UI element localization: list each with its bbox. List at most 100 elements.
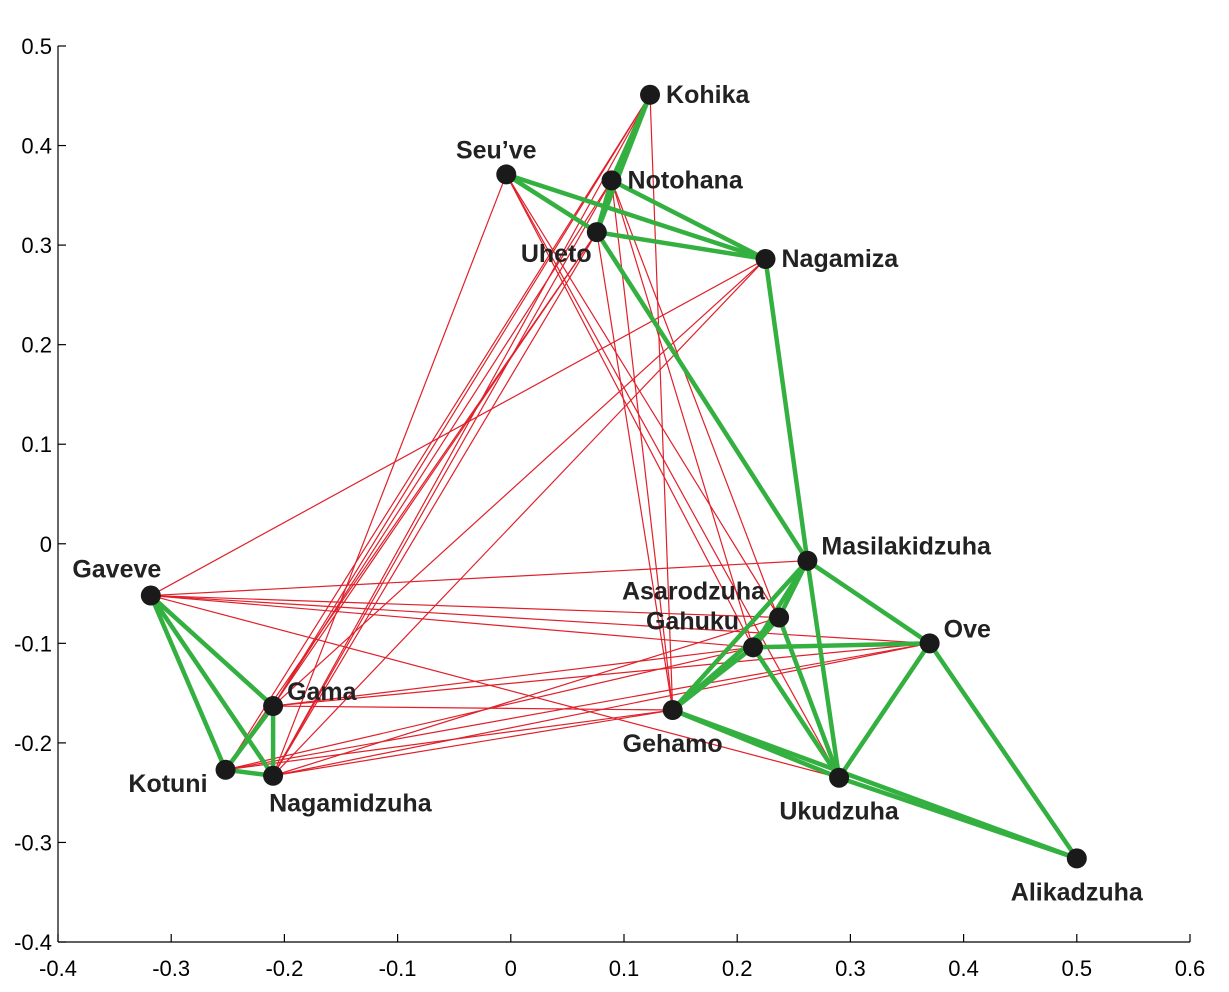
node-seu-ve — [496, 164, 517, 185]
x-tick-label: 0.4 — [948, 956, 979, 981]
positive-edge-gaveve-nagamidzuha — [148, 593, 276, 778]
y-tick-label: 0.3 — [21, 233, 52, 258]
node-label-masilakidzuha: Masilakidzuha — [821, 533, 992, 561]
x-tick-label: 0 — [505, 956, 517, 981]
x-tick-label: 0.5 — [1062, 956, 1093, 981]
positive-edge-nagamiza-masilakidzuha — [763, 256, 810, 563]
y-tick-label: -0.2 — [14, 731, 52, 756]
negative-edge-kohika-nagamidzuha — [272, 94, 651, 777]
negative-edge-gaveve-asarodzuha — [150, 594, 780, 619]
node-nagamiza — [755, 249, 776, 270]
node-kotuni — [215, 759, 236, 780]
node-notohana — [601, 170, 622, 191]
positive-edge-masilakidzuha-ove — [805, 558, 932, 646]
node-label-uheto: Uheto — [521, 240, 592, 268]
node-label-ukudzuha: Ukudzuha — [779, 798, 900, 826]
negative-edge-nagamiza-gaveve — [150, 258, 766, 597]
node-label-kohika: Kohika — [666, 81, 750, 109]
negative-edge-notohana-nagamidzuha — [272, 180, 613, 777]
node-label-kotuni: Kotuni — [128, 770, 207, 798]
y-tick-label: -0.1 — [14, 631, 52, 656]
positive-edge-gaveve-kotuni — [148, 593, 228, 773]
negative-edge-seu-ve-asarodzuha — [505, 174, 780, 618]
positive-edge-seu-ve-uheto — [504, 172, 600, 235]
node-ove — [919, 633, 940, 654]
y-tick-label: 0.4 — [21, 134, 52, 159]
node-label-alikadzuha: Alikadzuha — [1011, 878, 1144, 906]
y-tick-label: -0.4 — [14, 930, 52, 955]
negative-edge-seu-ve-nagamidzuha — [272, 174, 507, 776]
negative-edge-nagamiza-gama — [272, 258, 766, 707]
nodes-layer — [140, 84, 1087, 869]
negative-edge-nagamidzuha-gehamo — [272, 709, 673, 777]
x-tick-label: -0.3 — [152, 956, 190, 981]
negative-edge-gaveve-ove — [150, 594, 930, 644]
node-label-ove: Ove — [944, 615, 991, 643]
node-asarodzuha — [769, 607, 790, 628]
negative-edge-kohika-kotuni — [225, 94, 651, 771]
node-label-gahuku: Gahuku — [646, 607, 739, 635]
y-tick-label: -0.3 — [14, 830, 52, 855]
positive-edge-uheto-masilakidzuha — [594, 229, 810, 563]
node-ukudzuha — [829, 767, 850, 788]
negative-edge-gama-gahuku — [273, 646, 754, 707]
node-label-nagamiza: Nagamiza — [782, 245, 900, 273]
negative-edge-gama-ove — [273, 642, 930, 707]
node-label-seu-ve: Seu’ve — [456, 136, 537, 164]
node-labels-layer: Kohika Notohana Seu’ve Uheto Nagamiza Masilak… — [72, 81, 1144, 907]
y-ticks-layer: 0.5 0.4 0.3 0.2 0.1 0 -0.1 -0.2 -0.3 -0.4 — [14, 34, 66, 955]
node-gaveve — [140, 585, 161, 606]
positive-edge-asarodzuha-ukudzuha — [776, 615, 842, 780]
negative-edge-gama-gehamo — [273, 705, 673, 711]
negative-edge-nagamidzuha-ove — [272, 642, 930, 777]
node-label-notohana: Notohana — [628, 166, 744, 194]
positive-edge-seu-ve-nagamiza — [504, 172, 768, 262]
y-tick-label: 0 — [40, 532, 52, 557]
negative-edges-layer — [150, 94, 1078, 859]
negative-edge-seu-ve-ukudzuha — [505, 174, 840, 779]
positive-edge-ove-alikadzuha — [927, 641, 1080, 861]
x-tick-label: 0.6 — [1175, 956, 1206, 981]
positive-edge-gahuku-ove — [750, 641, 932, 650]
node-nagamidzuha — [263, 765, 284, 786]
negative-edge-gaveve-masilakidzuha — [150, 560, 808, 597]
node-label-asarodzuha: Asarodzuha — [622, 577, 766, 605]
node-label-gehamo: Gehamo — [623, 730, 723, 758]
positive-edge-gaveve-gama — [148, 593, 276, 709]
negative-edge-nagamidzuha-asarodzuha — [272, 616, 780, 777]
positive-edge-gahuku-gehamo — [670, 645, 756, 713]
node-uheto — [586, 222, 607, 243]
x-ticks-layer: -0.4 -0.3 -0.2 -0.1 0 0.1 0.2 0.3 0.4 0.5 0.6 — [39, 934, 1205, 981]
axes-layer — [57, 46, 1190, 943]
node-gehamo — [662, 700, 683, 721]
negative-edge-uheto-kotuni — [225, 231, 598, 771]
node-alikadzuha — [1066, 848, 1087, 869]
negative-edge-nagamiza-nagamidzuha — [272, 258, 766, 777]
positive-edge-gama-kotuni — [223, 703, 276, 773]
positive-edge-masilakidzuha-gehamo — [670, 558, 810, 713]
node-gahuku — [743, 637, 764, 658]
x-tick-label: 0.1 — [609, 956, 640, 981]
negative-edge-uheto-nagamidzuha — [272, 231, 598, 777]
node-gama — [263, 696, 284, 717]
negative-edge-seu-ve-gahuku — [505, 174, 754, 648]
negative-edge-gaveve-gahuku — [150, 594, 754, 648]
positive-edge-gahuku-ukudzuha — [750, 645, 842, 780]
y-tick-label: 0.2 — [21, 333, 52, 358]
positive-edge-kohika-uheto — [594, 92, 653, 235]
negative-edge-kotuni-ove — [225, 642, 930, 771]
x-tick-label: 0.3 — [835, 956, 866, 981]
negative-edge-kohika-gama — [272, 94, 651, 707]
x-tick-label: -0.4 — [39, 956, 77, 981]
negative-edge-uheto-gehamo — [596, 232, 674, 711]
positive-edge-notohana-nagamiza — [609, 178, 768, 262]
positive-edge-ukudzuha-alikadzuha — [836, 775, 1080, 861]
y-tick-label: 0.1 — [21, 432, 52, 457]
negative-edge-notohana-gahuku — [610, 180, 754, 648]
node-label-nagamidzuha: Nagamidzuha — [269, 790, 433, 818]
node-label-gaveve: Gaveve — [72, 556, 161, 584]
x-tick-label: -0.2 — [265, 956, 303, 981]
x-tick-label: -0.1 — [379, 956, 417, 981]
negative-edge-kohika-gehamo — [649, 94, 674, 711]
